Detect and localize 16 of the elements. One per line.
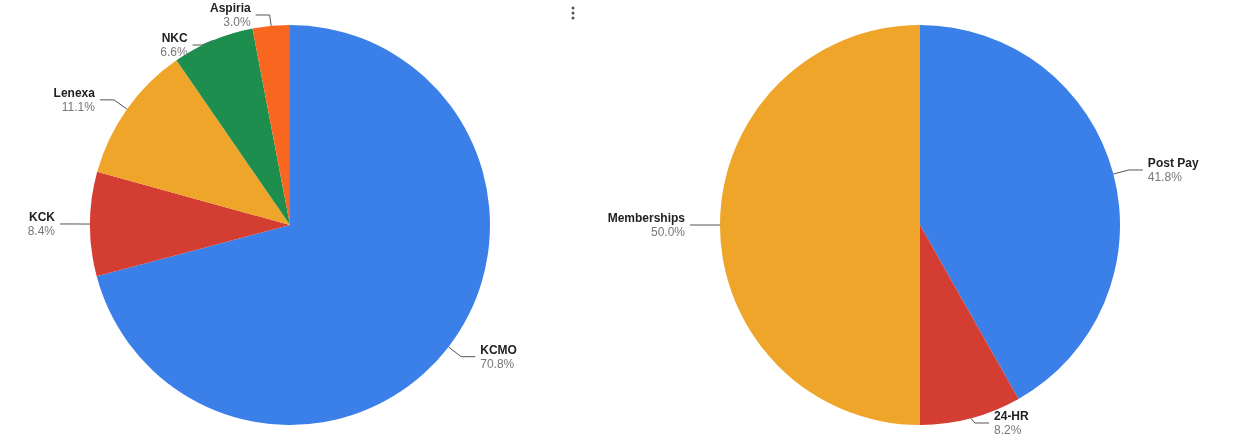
data-label: 41.8%	[1147, 169, 1183, 184]
slice-label: KCK	[29, 209, 56, 224]
slice-label: NKC	[161, 31, 188, 45]
data-label: 11.1%	[61, 99, 96, 114]
data-label: 6.6%	[160, 45, 188, 59]
slice-label: 24-HR	[994, 409, 1030, 423]
slice-label: KCMO	[480, 342, 517, 357]
slice-label: Aspiria	[209, 1, 251, 15]
data-label: 3.0%	[223, 15, 251, 29]
data-label: 50.0%	[650, 225, 686, 239]
slice-label: Post Pay	[1147, 155, 1199, 170]
data-label: 8.4%	[27, 223, 56, 238]
data-label: 8.2%	[994, 423, 1022, 437]
slice-label: Lenexa	[53, 85, 96, 100]
slice-label: Memberships	[607, 211, 686, 225]
data-label: 70.8%	[480, 356, 515, 371]
